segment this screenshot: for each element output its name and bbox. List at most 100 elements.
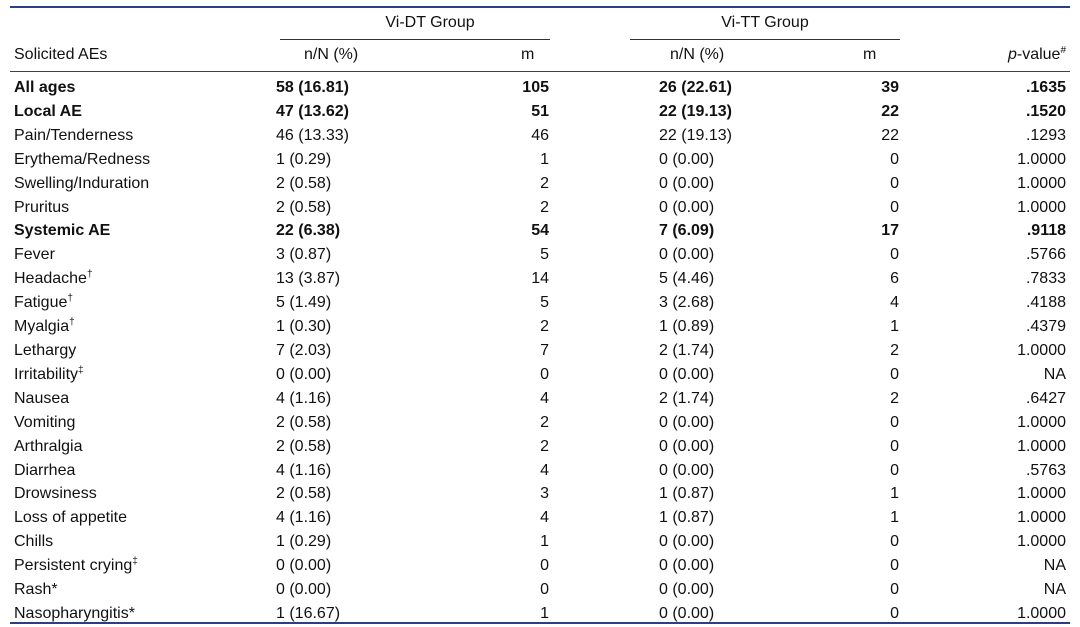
cell-vitt-n: 0 (0.00) — [659, 437, 715, 455]
row-label: Drowsiness — [14, 482, 276, 506]
cell-spacer — [549, 435, 659, 459]
cell-vidt-m: 105 — [522, 79, 549, 96]
cell-spacer — [549, 578, 659, 602]
table-row: Lethargy 7 (2.03) 7 2 (1.74) 2 1.0000 — [14, 339, 1066, 363]
table-row: Vomiting 2 (0.58) 2 0 (0.00) 0 1.0000 — [14, 411, 1066, 435]
cell-vidt-n: 1 (0.29) — [276, 150, 332, 168]
row-label-text: Loss of appetite — [14, 509, 127, 527]
cell-vitt-m: 0 — [890, 174, 899, 192]
cell-spacer — [549, 291, 659, 315]
row-label-text: Arthralgia — [14, 437, 83, 455]
row-label-text: Nasopharyngitis* — [14, 604, 135, 622]
cell-vitt-m: 2 — [890, 389, 899, 407]
row-label: Irritability‡ — [14, 363, 276, 387]
cell-vidt-m: 14 — [531, 270, 549, 288]
cell-vitt-m: 17 — [881, 222, 899, 240]
cell-vidt-n: 2 (0.58) — [276, 485, 332, 503]
cell-vitt-n: 2 (1.74) — [659, 389, 715, 407]
cell-spacer — [549, 100, 659, 124]
cell-vitt-m: 0 — [890, 150, 899, 168]
cell-pvalue: .6427 — [1025, 389, 1066, 407]
row-label-text: Drowsiness — [14, 485, 97, 503]
table-row: Fever 3 (0.87) 5 0 (0.00) 0 .5766 — [14, 243, 1066, 267]
table-row: Persistent crying‡ 0 (0.00) 0 0 (0.00) 0 NA — [14, 554, 1066, 578]
row-label: Nasopharyngitis* — [14, 602, 276, 626]
cell-spacer — [549, 76, 659, 100]
cell-vitt-m: 22 — [881, 102, 899, 120]
cell-spacer — [549, 554, 659, 578]
cell-pvalue: NA — [1043, 557, 1066, 575]
cell-vidt-n: 0 (0.00) — [276, 365, 332, 383]
cell-pvalue: 1.0000 — [1017, 533, 1066, 551]
cell-vitt-n: 2 (1.74) — [659, 341, 715, 359]
cell-vitt-n: 0 (0.00) — [659, 198, 715, 216]
table-row: Swelling/Induration 2 (0.58) 2 0 (0.00) 0 1.0… — [14, 172, 1066, 196]
cell-vitt-n: 0 (0.00) — [659, 581, 715, 599]
cell-vidt-m: 4 — [540, 509, 549, 527]
cell-vitt-n: 3 (2.68) — [659, 294, 715, 312]
cell-pvalue: .5766 — [1025, 246, 1066, 264]
cell-vidt-n: 2 (0.58) — [276, 413, 332, 431]
cell-vidt-n: 1 (16.67) — [276, 604, 341, 622]
cell-spacer — [549, 124, 659, 148]
cell-spacer — [549, 219, 659, 243]
row-label-text: Pruritus — [14, 198, 70, 216]
cell-vidt-m: 54 — [531, 222, 549, 240]
cell-vidt-n: 7 (2.03) — [276, 341, 332, 359]
cell-vidt-m: 0 — [540, 365, 549, 383]
cell-vitt-m: 4 — [890, 294, 899, 312]
row-label-text: Lethargy — [14, 341, 77, 359]
cell-spacer — [549, 172, 659, 196]
cell-vidt-n: 4 (1.16) — [276, 461, 332, 479]
row-label: Pain/Tenderness — [14, 124, 276, 148]
cell-vitt-m: 0 — [890, 365, 899, 383]
cell-spacer — [549, 530, 659, 554]
cell-vitt-m: 0 — [890, 461, 899, 479]
cell-vitt-m: 22 — [881, 126, 899, 144]
table-row: Systemic AE 22 (6.38) 54 7 (6.09) 17 .9118 — [14, 219, 1066, 243]
pvalue-footnote-mark: # — [1060, 45, 1066, 56]
table-row: Local AE 47 (13.62) 51 22 (19.13) 22 .1520 — [14, 100, 1066, 124]
row-label-text: Systemic AE — [14, 222, 111, 240]
cell-vidt-m: 0 — [540, 581, 549, 599]
row-label-text: Fever — [14, 246, 55, 264]
row-label: Headache† — [14, 267, 276, 291]
cell-spacer — [549, 459, 659, 483]
cell-vitt-n: 1 (0.87) — [659, 509, 715, 527]
cell-spacer — [549, 196, 659, 220]
cell-vidt-n: 1 (0.29) — [276, 533, 332, 551]
cell-spacer — [549, 267, 659, 291]
row-label: Loss of appetite — [14, 506, 276, 530]
table-row: Myalgia† 1 (0.30) 2 1 (0.89) 1.4379 — [14, 315, 1066, 339]
cell-vidt-n: 22 (6.38) — [276, 222, 341, 240]
row-label: Myalgia† — [14, 315, 276, 339]
cell-pvalue: 1.0000 — [1017, 174, 1066, 192]
cell-pvalue: .4379 — [1025, 318, 1066, 336]
table-row: Chills 1 (0.29) 1 0 (0.00) 0 1.0000 — [14, 530, 1066, 554]
ae-data-table: All ages 58 (16.81) 105 26 (22.61) 39.1635 Lo… — [14, 76, 1066, 626]
cell-vidt-m: 2 — [540, 318, 549, 336]
cell-vidt-m: 5 — [540, 246, 549, 264]
cell-vidt-n: 2 (0.58) — [276, 174, 332, 192]
row-label: Lethargy — [14, 339, 276, 363]
cell-vidt-n: 46 (13.33) — [276, 126, 349, 144]
cell-vidt-m: 46 — [531, 126, 549, 144]
cell-pvalue: 1.0000 — [1017, 604, 1066, 622]
cell-pvalue: NA — [1043, 365, 1066, 383]
cell-pvalue: .1293 — [1025, 126, 1066, 144]
cell-spacer — [549, 482, 659, 506]
row-label-text: Pain/Tenderness — [14, 126, 134, 144]
table-row: Pain/Tenderness 46 (13.33) 46 22 (19.13) 22.… — [14, 124, 1066, 148]
cell-vidt-m: 2 — [540, 174, 549, 192]
row-label: Local AE — [14, 100, 276, 124]
cell-vitt-m: 1 — [890, 485, 899, 503]
row-label-text: Nausea — [14, 389, 70, 407]
row-label: Arthralgia — [14, 435, 276, 459]
ae-table-body: All ages 58 (16.81) 105 26 (22.61) 39.1635 Lo… — [14, 76, 1066, 626]
row-label-text: Persistent crying — [14, 557, 133, 575]
row-label: Nausea — [14, 387, 276, 411]
cell-vitt-n: 1 (0.89) — [659, 318, 715, 336]
cell-vitt-n: 0 (0.00) — [659, 413, 715, 431]
table-row: Arthralgia 2 (0.58) 2 0 (0.00) 0 1.0000 — [14, 435, 1066, 459]
cell-vidt-n: 2 (0.58) — [276, 437, 332, 455]
